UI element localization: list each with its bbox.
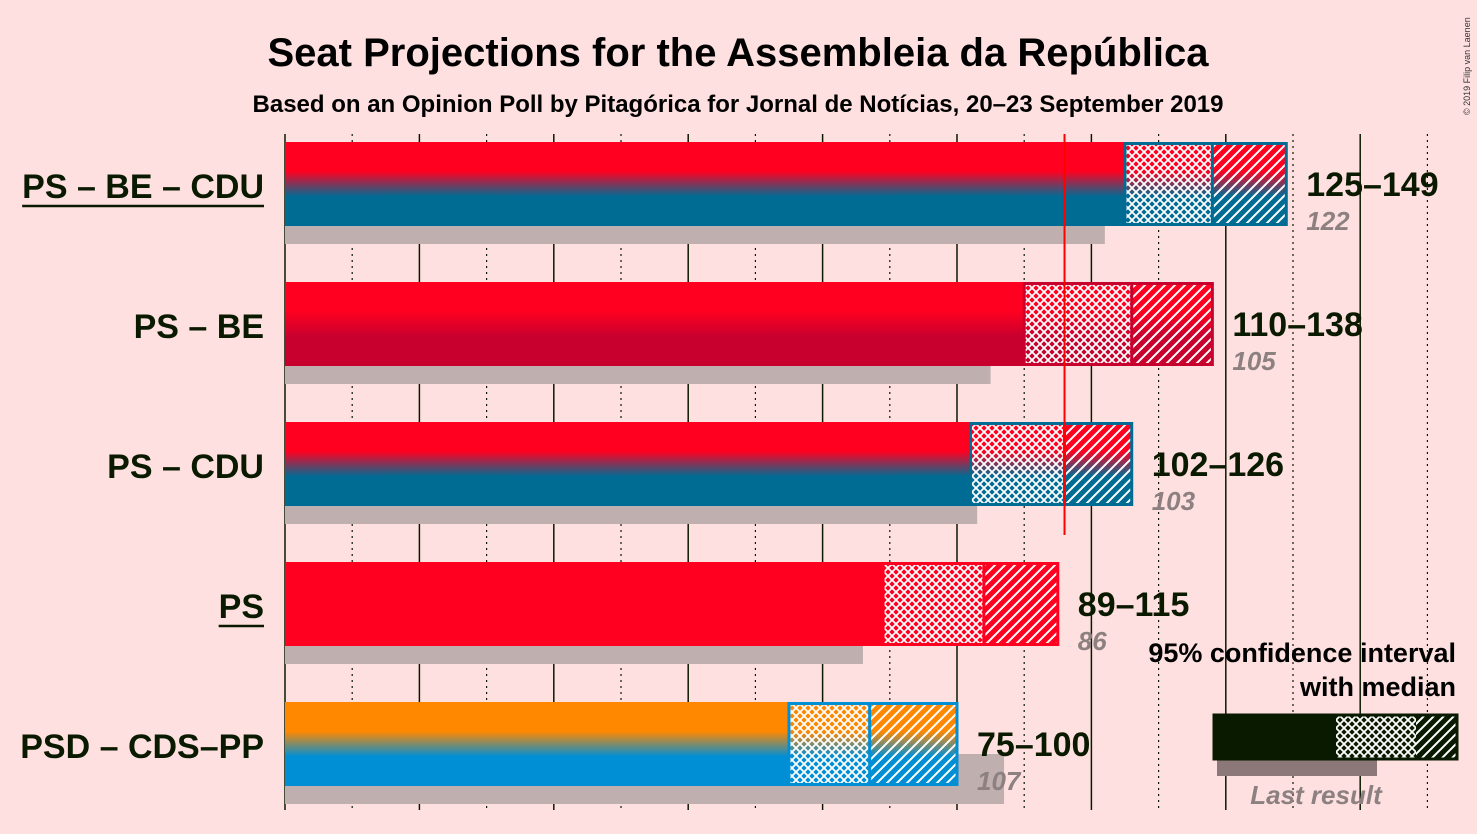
legend-solid-bar [1214,715,1336,759]
legend: 95% confidence interval with median Last… [1148,638,1459,810]
range-label: 89–115 [1078,586,1190,624]
range-label: 110–138 [1232,306,1363,344]
bar-ci-lower-hatch [789,702,870,786]
bar-ci-outline [787,702,959,786]
bar-ci-lower-hatch [1125,142,1213,226]
range-label: 102–126 [1152,446,1284,484]
bar-solid [285,142,1125,226]
party-label: PS [219,588,264,626]
bar-solid [285,702,789,786]
bar-ci-outline [1123,142,1288,226]
party-label: PSD – CDS–PP [20,728,264,766]
legend-last-result-label: Last result [1250,780,1383,810]
legend-outline [1212,713,1459,761]
last-result-label: 105 [1232,346,1276,376]
bar-solid [285,562,884,646]
last-result-label: 86 [1078,626,1107,656]
legend-ci-line2: with median [1299,672,1456,702]
bar-ci-lower-hatch [1024,282,1132,366]
last-result-label: 122 [1306,206,1350,236]
bar-ci-upper-hatch [869,702,957,786]
bar-ci-outline [968,422,1134,506]
bar-solid [285,422,971,506]
bar-solid [285,282,1025,366]
bar-ci-outline [881,562,1060,646]
bar-ci-lower-hatch [970,422,1065,506]
last-result-label: 107 [977,766,1022,796]
bar-ci-lower-hatch [883,562,984,646]
bar-ci-outline [1022,282,1214,366]
party-label: PS – BE – CDU [22,168,264,206]
bar-ci-upper-hatch [1064,422,1132,506]
party-label: PS – CDU [107,448,264,486]
party-label: PS – BE [134,308,264,346]
chart-title: Seat Projections for the Assembleia da R… [267,31,1209,75]
chart-subtitle: Based on an Opinion Poll by Pitagórica f… [253,91,1224,118]
bar-ci-upper-hatch [1131,282,1213,366]
bar-ci-upper-hatch [1212,142,1287,226]
legend-crosshatch-pattern [1336,715,1416,759]
last-result-label: 103 [1152,486,1196,516]
legend-diaghatch-pattern [1416,715,1457,759]
bar-ci-upper-hatch [983,562,1058,646]
legend-ci-line1: 95% confidence interval [1148,638,1456,668]
credit: © 2019 Filip van Laenen [1462,17,1472,115]
range-label: 125–149 [1306,166,1438,204]
range-label: 75–100 [977,726,1090,764]
